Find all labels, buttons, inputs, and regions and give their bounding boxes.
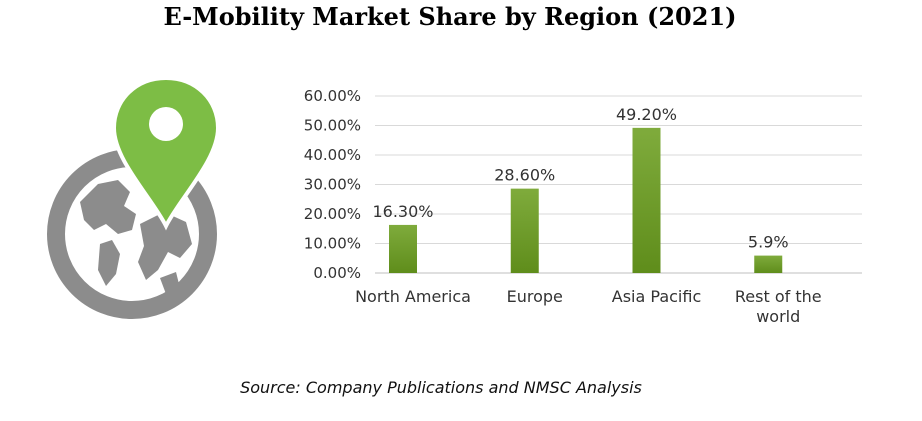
category-label: North America [355, 287, 471, 306]
category-label: Europe [507, 287, 563, 306]
continents [80, 180, 192, 294]
bar [632, 127, 661, 273]
globe-location-pin-icon [47, 75, 221, 319]
bar [510, 188, 539, 273]
chart-title: E-Mobility Market Share by Region (2021) [163, 2, 737, 31]
category-label: Asia Pacific [612, 287, 701, 306]
y-tick-label: 60.00% [304, 87, 361, 105]
category-label: Rest of the world [735, 287, 822, 326]
bar [389, 224, 417, 273]
data-label: 5.9% [748, 233, 789, 252]
pin-hole [149, 107, 183, 141]
gridlines [375, 95, 862, 274]
data-label: 28.60% [494, 166, 555, 185]
category-labels: North America Europe Asia Pacific Rest of t… [355, 287, 822, 326]
y-tick-label: 10.00% [304, 235, 361, 253]
y-axis-ticks: 0.00% 10.00% 20.00% 30.00% 40.00% 50.00% 60.00… [304, 87, 361, 282]
y-tick-label: 0.00% [313, 264, 361, 282]
data-labels: 16.30% 28.60% 49.20% 5.9% [372, 105, 788, 252]
location-pin [111, 75, 221, 231]
y-tick-label: 50.00% [304, 117, 361, 135]
source-note: Source: Company Publications and NMSC An… [240, 378, 642, 397]
y-tick-label: 20.00% [304, 205, 361, 223]
data-label: 16.30% [372, 202, 433, 221]
bar [754, 255, 783, 273]
y-tick-label: 30.00% [304, 176, 361, 194]
data-label: 49.20% [616, 105, 677, 124]
y-tick-label: 40.00% [304, 146, 361, 164]
bars [389, 127, 783, 273]
